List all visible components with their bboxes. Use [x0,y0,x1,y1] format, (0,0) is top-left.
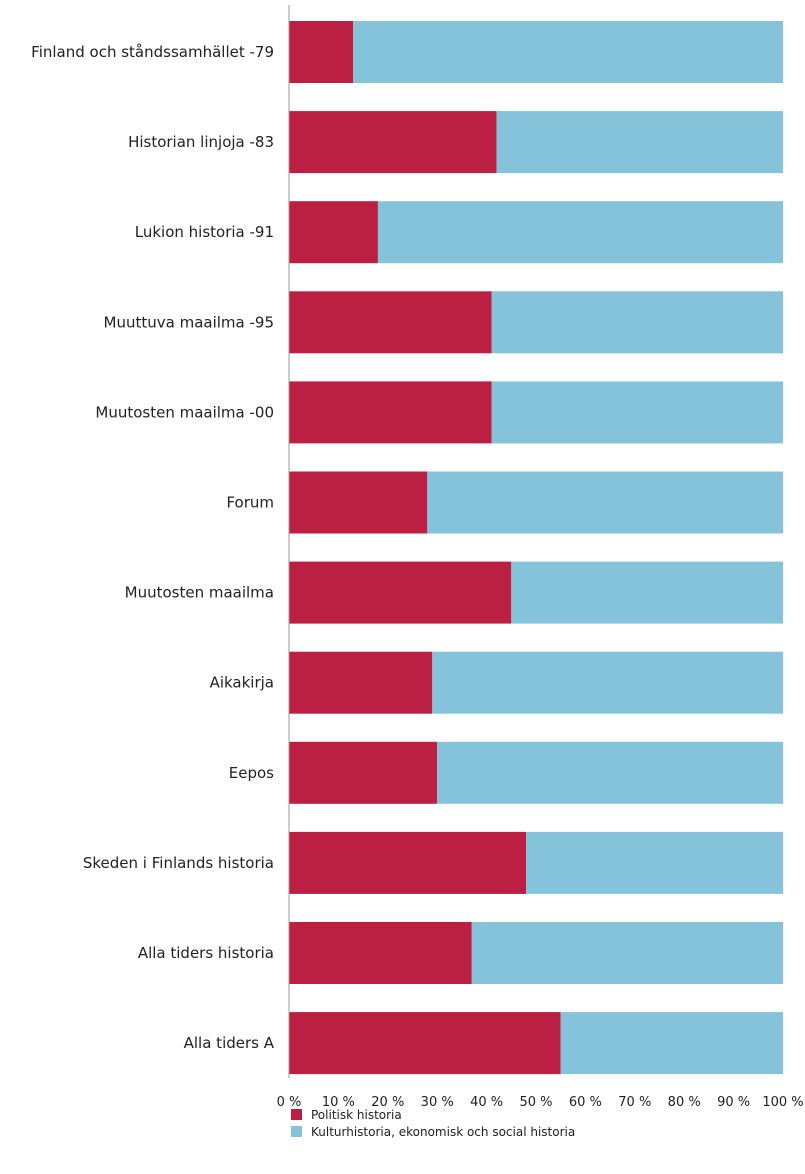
legend-label: Politisk historia [311,1108,402,1122]
bars-layer [289,21,783,1075]
category-label: Finland och ståndssamhället -79 [31,43,274,61]
legend-swatch [291,1109,302,1120]
legend-label: Kulturhistoria, ekonomisk och social his… [311,1125,575,1139]
bar-segment-series-0-row-5 [289,471,428,534]
bar-segment-series-1-row-3 [491,291,783,354]
bar-segment-series-1-row-5 [427,471,783,534]
bar-segment-series-0-row-10 [289,922,472,984]
legend: Politisk historia Kulturhistoria, ekonomi… [291,1108,575,1139]
bar-segment-series-1-row-4 [491,381,783,444]
bar-segment-series-0-row-4 [289,381,492,444]
bar-segment-series-0-row-0 [289,21,354,83]
bar-segment-series-0-row-7 [289,651,433,714]
bar-segment-series-0-row-1 [289,111,497,174]
x-tick-label: 30 % [421,1095,454,1110]
category-label: Muutosten maailma -00 [95,403,274,421]
category-label: Alla tiders A [184,1034,275,1052]
x-tick-label: 90 % [717,1095,750,1110]
x-tick-label: 70 % [618,1095,651,1110]
category-label: Forum [226,494,274,512]
bar-segment-series-0-row-8 [289,741,438,804]
category-label: Aikakirja [210,674,274,692]
category-label: Muutosten maailma [125,584,274,602]
bar-segment-series-1-row-8 [437,741,783,804]
bar-segment-series-0-row-2 [289,201,378,264]
x-tick-labels: 0 % 10 % 20 % 30 % 40 % 50 % 60 % 70 % 80 % 90 % 1… [277,1095,804,1110]
category-label: Historian linjoja -83 [128,133,274,151]
bar-segment-series-0-row-3 [289,291,492,354]
bar-segment-series-0-row-11 [289,1012,561,1075]
bar-segment-series-1-row-10 [471,922,783,984]
bar-segment-series-1-row-1 [496,111,783,174]
x-tick-label: 20 % [371,1095,404,1110]
category-label: Eepos [229,764,274,782]
bar-segment-series-0-row-6 [289,561,512,624]
x-tick-label: 100 % [762,1095,803,1110]
x-tick-label: 40 % [470,1095,503,1110]
legend-swatch [291,1126,302,1137]
x-tick-label: 60 % [569,1095,602,1110]
bar-segment-series-0-row-9 [289,831,527,894]
category-label: Alla tiders historia [138,944,274,962]
category-label: Skeden i Finlands historia [83,854,274,872]
bar-segment-series-1-row-0 [353,21,783,83]
category-labels: Finland och ståndssamhället -79 Historian… [31,43,275,1052]
x-tick-label: 50 % [519,1095,552,1110]
x-tick-label: 80 % [668,1095,701,1110]
bar-segment-series-1-row-7 [432,651,783,714]
x-tick-label: 10 % [322,1095,355,1110]
bar-segment-series-1-row-2 [377,201,783,264]
category-label: Muuttuva maailma -95 [104,313,274,331]
bar-segment-series-1-row-9 [526,831,783,894]
category-label: Lukion historia -91 [135,223,274,241]
bar-segment-series-1-row-6 [511,561,783,624]
bar-segment-series-1-row-11 [560,1012,783,1075]
x-tick-label: 0 % [277,1095,302,1110]
